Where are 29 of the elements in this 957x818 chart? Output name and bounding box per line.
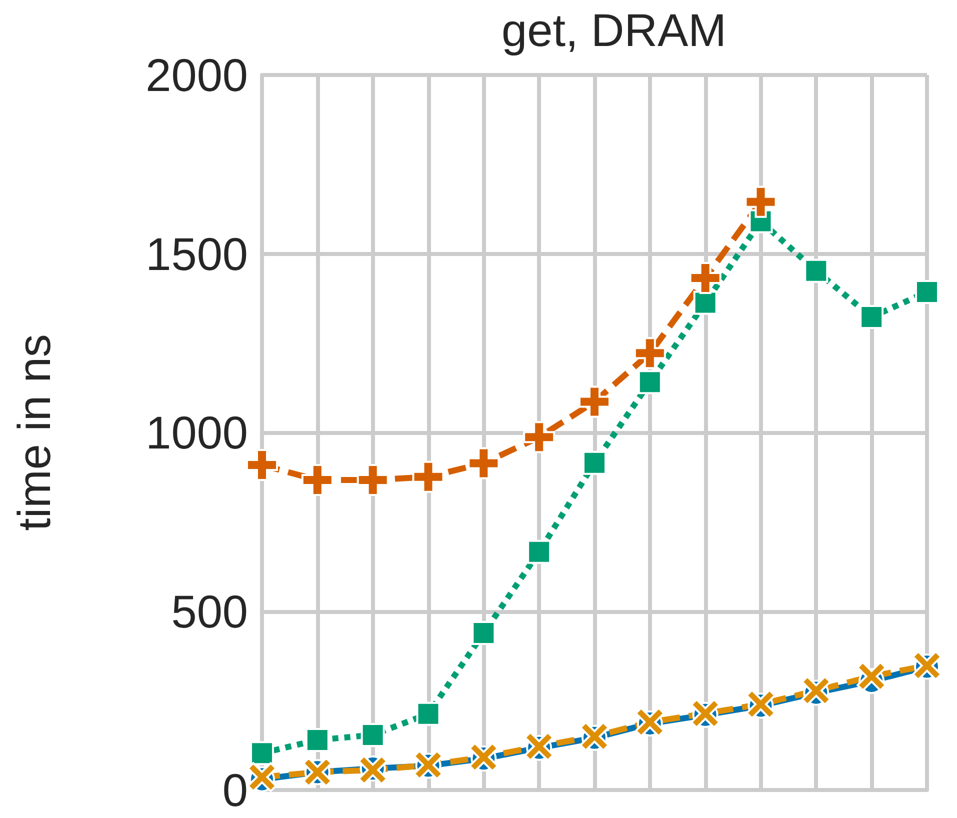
y-tick-label: 2000 xyxy=(146,49,248,101)
point xyxy=(527,540,552,564)
y-tick-label: 1500 xyxy=(146,228,248,280)
point xyxy=(578,386,610,418)
point xyxy=(250,741,274,766)
point xyxy=(638,370,662,394)
point xyxy=(582,450,606,475)
point xyxy=(301,464,334,496)
point xyxy=(412,460,444,493)
point xyxy=(305,728,330,752)
point xyxy=(360,722,385,747)
y-axis-title: time in ns xyxy=(8,334,60,531)
point xyxy=(804,258,828,283)
point xyxy=(468,447,500,480)
y-tick-label: 0 xyxy=(222,764,248,816)
point xyxy=(634,337,666,370)
point xyxy=(416,702,440,726)
point xyxy=(356,464,389,496)
y-tick-label: 500 xyxy=(171,585,248,638)
point xyxy=(693,290,718,315)
chart-title: get, DRAM xyxy=(502,4,726,56)
point xyxy=(860,305,884,330)
point xyxy=(472,621,496,646)
point xyxy=(915,280,939,304)
point xyxy=(523,421,556,454)
point xyxy=(744,186,777,218)
point xyxy=(246,449,278,482)
y-tick-label: 1000 xyxy=(146,406,248,458)
point xyxy=(689,262,722,294)
